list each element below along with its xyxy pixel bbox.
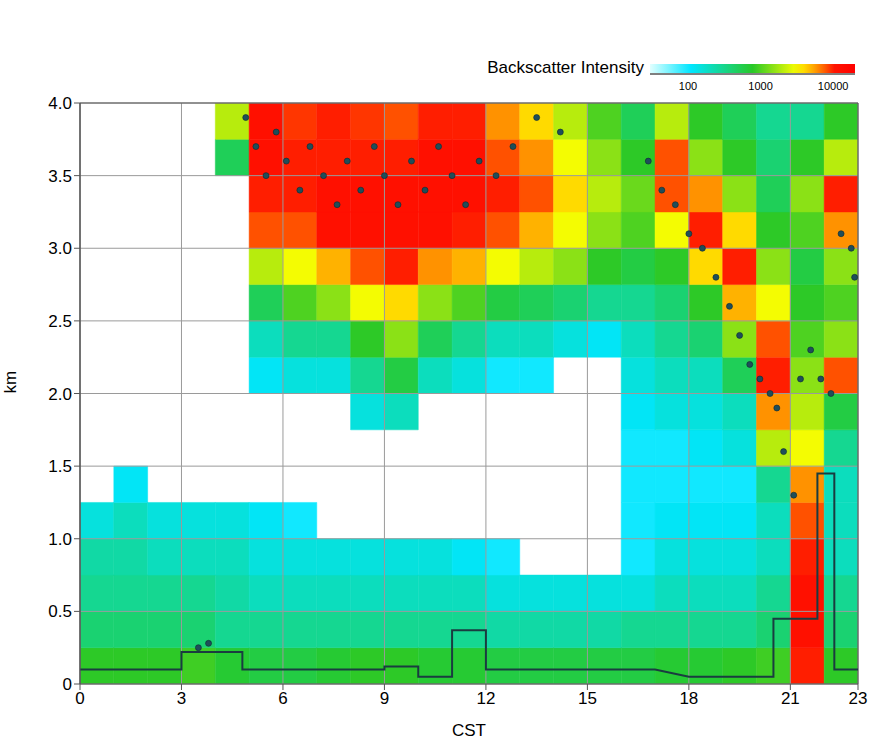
- svg-text:3.5: 3.5: [48, 167, 72, 186]
- svg-text:2.0: 2.0: [48, 385, 72, 404]
- svg-text:2.5: 2.5: [48, 312, 72, 331]
- svg-text:km: km: [1, 371, 20, 394]
- svg-text:1.5: 1.5: [48, 457, 72, 476]
- svg-text:6: 6: [278, 689, 287, 708]
- svg-text:21: 21: [781, 689, 800, 708]
- html-text:Backscatter Intensity: Backscatter Intensity: [487, 58, 644, 77]
- html-text:10000: 10000: [817, 80, 849, 92]
- svg-text:3: 3: [177, 689, 186, 708]
- svg-text:15: 15: [578, 689, 597, 708]
- svg-text:1.0: 1.0: [48, 530, 72, 549]
- svg-text:9: 9: [380, 689, 389, 708]
- svg-text:12: 12: [476, 689, 495, 708]
- html-text:100: 100: [678, 80, 698, 92]
- svg-text:4.0: 4.0: [48, 94, 72, 113]
- svg-text:0: 0: [75, 689, 84, 708]
- svg-text:CST: CST: [452, 721, 486, 740]
- html-text:1000: 1000: [748, 80, 773, 92]
- svg-text:0.5: 0.5: [48, 602, 72, 621]
- svg-text:18: 18: [679, 689, 698, 708]
- svg-text:0: 0: [63, 675, 72, 694]
- svg-text:3.0: 3.0: [48, 239, 72, 258]
- svg-text:23: 23: [849, 689, 868, 708]
